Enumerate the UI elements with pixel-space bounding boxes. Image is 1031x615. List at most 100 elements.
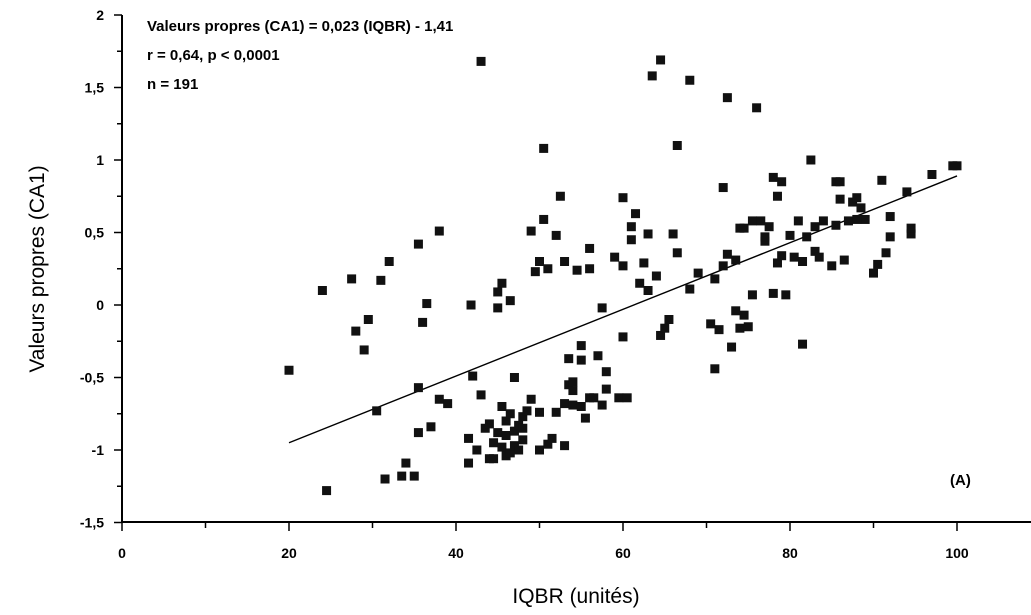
data-point: [631, 209, 641, 219]
data-point: [497, 278, 507, 288]
data-point: [806, 155, 816, 165]
data-point: [785, 230, 795, 240]
regression-equation: Valeurs propres (CA1) = 0,023 (IQBR) - 1…: [147, 18, 453, 35]
data-point: [906, 223, 916, 233]
data-point: [401, 458, 411, 468]
data-point: [885, 232, 895, 242]
data-point: [710, 364, 720, 374]
data-point: [873, 259, 883, 269]
data-point: [798, 257, 808, 266]
data-point: [714, 325, 724, 335]
data-point: [810, 246, 820, 256]
data-point: [731, 255, 741, 265]
x-axis-ticks: 0 20 40 60 80 100: [118, 522, 969, 561]
data-point: [484, 419, 494, 429]
data-point: [576, 341, 586, 351]
data-point: [881, 248, 891, 258]
data-point: [710, 274, 720, 284]
data-point: [434, 394, 444, 404]
data-point: [576, 402, 586, 411]
data-point: [505, 409, 515, 419]
data-point: [505, 296, 515, 306]
data-point: [656, 330, 666, 340]
data-point: [589, 393, 599, 403]
data-point: [777, 177, 787, 187]
data-point: [347, 274, 357, 284]
data-point: [505, 448, 515, 458]
x-tick-label: 100: [945, 545, 969, 561]
data-point: [835, 194, 845, 204]
data-point: [555, 191, 565, 201]
data-point: [610, 252, 620, 262]
data-point: [518, 435, 528, 445]
data-point: [551, 407, 561, 417]
data-point: [869, 268, 878, 278]
data-point: [768, 288, 778, 298]
data-point: [568, 377, 578, 387]
data-point: [643, 286, 653, 295]
data-point: [706, 319, 716, 329]
data-point: [466, 300, 476, 310]
data-point: [585, 243, 595, 253]
data-point: [509, 426, 519, 436]
data-point: [493, 303, 503, 313]
data-point: [952, 161, 962, 171]
data-point: [656, 55, 666, 65]
data-point: [752, 103, 762, 113]
data-point: [351, 326, 361, 336]
data-point: [572, 265, 582, 275]
data-point: [668, 229, 678, 239]
data-point: [818, 216, 828, 226]
y-tick-label: -1,5: [80, 515, 104, 531]
data-point: [489, 454, 499, 464]
data-point: [827, 261, 837, 271]
data-point: [593, 351, 603, 361]
panel-label: (A): [950, 472, 971, 489]
data-point: [789, 252, 799, 262]
data-point: [664, 315, 674, 324]
data-point: [464, 458, 474, 468]
data-point: [802, 232, 812, 242]
data-point: [727, 342, 737, 352]
data-point: [509, 373, 519, 382]
y-tick-label: 2: [96, 7, 104, 23]
data-point: [756, 216, 766, 226]
data-point: [560, 257, 570, 266]
data-point: [852, 214, 862, 224]
data-point: [877, 175, 887, 185]
data-point: [539, 214, 549, 224]
data-point: [568, 386, 578, 396]
y-tick-label: 0,5: [85, 225, 105, 241]
data-point: [322, 486, 332, 496]
data-point: [526, 226, 536, 236]
data-point: [906, 229, 916, 239]
data-point: [747, 216, 757, 226]
data-point: [685, 284, 695, 294]
data-point: [643, 229, 653, 239]
data-point: [493, 287, 503, 297]
data-point: [635, 278, 645, 288]
data-point: [376, 275, 386, 285]
data-point: [764, 222, 774, 232]
data-point: [672, 248, 682, 258]
data-point: [468, 371, 478, 381]
sample-size: n = 191: [147, 76, 198, 93]
data-point: [284, 365, 294, 375]
data-point: [413, 428, 423, 438]
y-tick-label: 0: [96, 297, 104, 313]
data-point: [902, 187, 912, 197]
data-point: [722, 93, 732, 103]
data-point: [434, 226, 444, 236]
y-tick-label: -0,5: [80, 370, 104, 386]
data-point: [501, 416, 511, 426]
data-point: [497, 442, 507, 452]
data-point: [489, 438, 499, 448]
data-point: [476, 56, 486, 66]
data-point: [476, 390, 486, 400]
data-point: [560, 399, 570, 409]
plot-area: [284, 55, 962, 496]
data-point: [781, 290, 791, 300]
data-point: [835, 177, 845, 187]
x-tick-label: 20: [281, 545, 297, 561]
